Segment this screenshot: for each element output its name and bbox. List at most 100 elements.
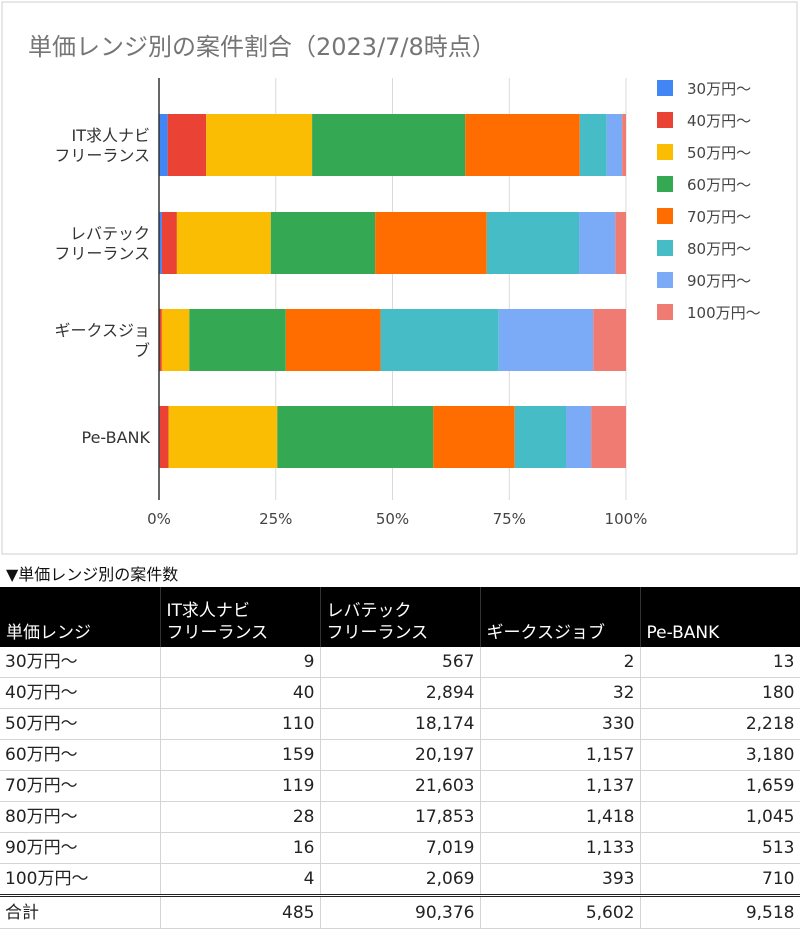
legend-label: 80万円〜 bbox=[687, 240, 751, 258]
bar-segment bbox=[607, 114, 622, 176]
bar-segment bbox=[162, 309, 190, 371]
cell-range[interactable]: 70万円〜 bbox=[0, 771, 160, 802]
cell-value[interactable]: 20,197 bbox=[320, 740, 480, 771]
bar-segment bbox=[381, 309, 499, 371]
header-geechs-job[interactable]: ギークスジョブ bbox=[480, 587, 640, 647]
legend-label: 70万円〜 bbox=[687, 208, 751, 226]
legend-swatch bbox=[657, 304, 673, 320]
cell-value[interactable]: 1,133 bbox=[480, 833, 640, 864]
cell-value[interactable]: 18,174 bbox=[320, 709, 480, 740]
x-tick-label: 50% bbox=[376, 510, 409, 528]
cell-value[interactable]: 393 bbox=[480, 864, 640, 896]
bar-segment bbox=[159, 114, 168, 176]
header-it-kyujin-navi[interactable]: IT求人ナビ フリーランス bbox=[160, 587, 320, 647]
cell-range[interactable]: 60万円〜 bbox=[0, 740, 160, 771]
cell-value[interactable]: 40 bbox=[160, 678, 320, 709]
category-label: フリーランス bbox=[54, 146, 150, 165]
cell-value[interactable]: 28 bbox=[160, 802, 320, 833]
table-row: 60万円〜 159 20,197 1,157 3,180 bbox=[0, 740, 800, 771]
legend-label: 100万円〜 bbox=[687, 304, 761, 322]
cell-value[interactable]: 1,137 bbox=[480, 771, 640, 802]
bar-segment bbox=[189, 309, 285, 371]
category-label: レバテック bbox=[70, 224, 150, 243]
cell-value[interactable]: 513 bbox=[640, 833, 800, 864]
total-value[interactable]: 5,602 bbox=[480, 896, 640, 929]
cell-value[interactable]: 1,157 bbox=[480, 740, 640, 771]
cell-value[interactable]: 4 bbox=[160, 864, 320, 896]
cell-value[interactable]: 1,418 bbox=[480, 802, 640, 833]
bar-segment bbox=[162, 212, 177, 274]
cell-value[interactable]: 1,659 bbox=[640, 771, 800, 802]
cell-value[interactable]: 2,069 bbox=[320, 864, 480, 896]
cell-value[interactable]: 17,853 bbox=[320, 802, 480, 833]
cell-value[interactable]: 2,218 bbox=[640, 709, 800, 740]
bar-segment bbox=[286, 309, 381, 371]
total-value[interactable]: 90,376 bbox=[320, 896, 480, 929]
bar-segment bbox=[168, 406, 277, 468]
cell-value[interactable]: 110 bbox=[160, 709, 320, 740]
header-levtech[interactable]: レバテック フリーランス bbox=[320, 587, 480, 647]
table-row: 90万円〜 16 7,019 1,133 513 bbox=[0, 833, 800, 864]
legend-swatch bbox=[657, 144, 673, 160]
cell-value[interactable]: 1,045 bbox=[640, 802, 800, 833]
cell-value[interactable]: 2,894 bbox=[320, 678, 480, 709]
chart-title: 単価レンジ別の案件割合（2023/7/8時点） bbox=[28, 33, 496, 61]
cell-value[interactable]: 9 bbox=[160, 647, 320, 678]
total-value[interactable]: 485 bbox=[160, 896, 320, 929]
stacked-bar-chart: 単価レンジ別の案件割合（2023/7/8時点）IT求人ナビフリーランスレバテック… bbox=[0, 0, 800, 560]
cell-value[interactable]: 32 bbox=[480, 678, 640, 709]
header-pe-bank[interactable]: Pe-BANK bbox=[640, 587, 800, 647]
x-tick-label: 0% bbox=[147, 510, 171, 528]
total-row: 合計 485 90,376 5,602 9,518 bbox=[0, 896, 800, 929]
legend-swatch bbox=[657, 112, 673, 128]
cell-value[interactable]: 3,180 bbox=[640, 740, 800, 771]
bar-segment bbox=[566, 406, 591, 468]
legend-label: 50万円〜 bbox=[687, 144, 751, 162]
legend-label: 40万円〜 bbox=[687, 112, 751, 130]
cell-value[interactable]: 159 bbox=[160, 740, 320, 771]
table-caption: ▼単価レンジ別の案件数 bbox=[6, 564, 178, 586]
cell-value[interactable]: 16 bbox=[160, 833, 320, 864]
cell-value[interactable]: 21,603 bbox=[320, 771, 480, 802]
cell-value[interactable]: 567 bbox=[320, 647, 480, 678]
total-label[interactable]: 合計 bbox=[0, 896, 160, 929]
cell-range[interactable]: 40万円〜 bbox=[0, 678, 160, 709]
category-label: ブ bbox=[134, 341, 150, 360]
header-price-range[interactable]: 単価レンジ bbox=[0, 587, 160, 647]
table-row: 100万円〜 4 2,069 393 710 bbox=[0, 864, 800, 896]
bar-segment bbox=[160, 406, 169, 468]
bar-segment bbox=[499, 309, 593, 371]
cell-range[interactable]: 30万円〜 bbox=[0, 647, 160, 678]
cell-value[interactable]: 180 bbox=[640, 678, 800, 709]
total-value[interactable]: 9,518 bbox=[640, 896, 800, 929]
cell-range[interactable]: 100万円〜 bbox=[0, 864, 160, 896]
bar-segment bbox=[515, 406, 566, 468]
bar-segment bbox=[271, 212, 375, 274]
cell-value[interactable]: 7,019 bbox=[320, 833, 480, 864]
cell-range[interactable]: 90万円〜 bbox=[0, 833, 160, 864]
bar-segment bbox=[591, 406, 626, 468]
cell-value[interactable]: 13 bbox=[640, 647, 800, 678]
category-label: フリーランス bbox=[54, 244, 150, 263]
bar-segment bbox=[593, 309, 626, 371]
table-header: 単価レンジ IT求人ナビ フリーランス レバテック フリーランス ギークスジョブ… bbox=[0, 587, 800, 647]
x-tick-label: 100% bbox=[605, 510, 648, 528]
x-tick-label: 75% bbox=[493, 510, 526, 528]
cell-value[interactable]: 710 bbox=[640, 864, 800, 896]
category-label: Pe-BANK bbox=[81, 428, 150, 447]
legend-label: 90万円〜 bbox=[687, 272, 751, 290]
table-row: 80万円〜 28 17,853 1,418 1,045 bbox=[0, 802, 800, 833]
cell-range[interactable]: 80万円〜 bbox=[0, 802, 160, 833]
cell-value[interactable]: 330 bbox=[480, 709, 640, 740]
cell-value[interactable]: 119 bbox=[160, 771, 320, 802]
chart-panel: 単価レンジ別の案件割合（2023/7/8時点）IT求人ナビフリーランスレバテック… bbox=[0, 0, 800, 560]
bar-segment bbox=[487, 212, 579, 274]
table-row: 70万円〜 119 21,603 1,137 1,659 bbox=[0, 771, 800, 802]
bar-segment bbox=[168, 114, 207, 176]
bar-segment bbox=[177, 212, 271, 274]
cell-range[interactable]: 50万円〜 bbox=[0, 709, 160, 740]
price-range-table: 単価レンジ IT求人ナビ フリーランス レバテック フリーランス ギークスジョブ… bbox=[0, 587, 800, 929]
cell-value[interactable]: 2 bbox=[480, 647, 640, 678]
legend-label: 30万円〜 bbox=[687, 80, 751, 98]
table-row: 30万円〜 9 567 2 13 bbox=[0, 647, 800, 678]
